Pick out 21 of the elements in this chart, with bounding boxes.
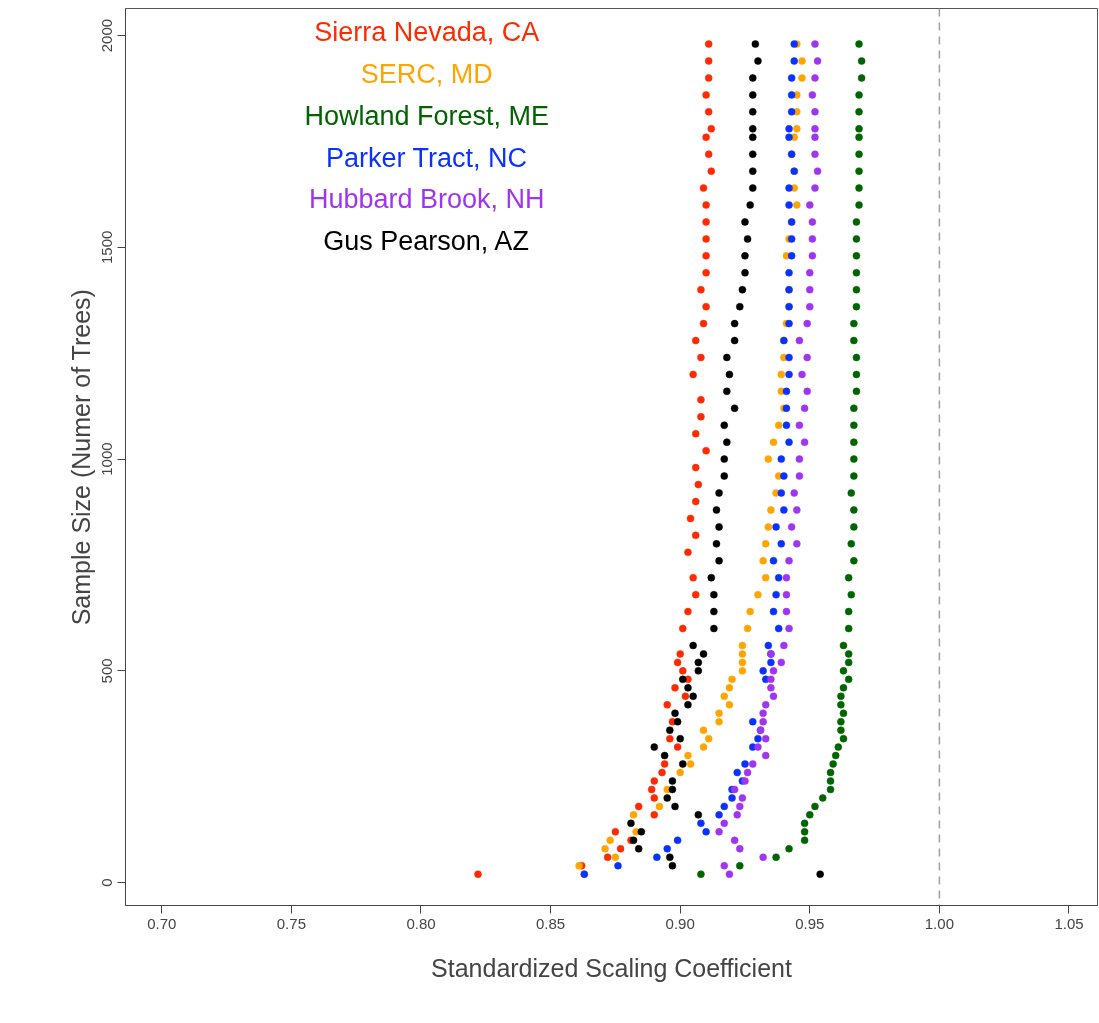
text: Hubbard Brook, NH (309, 184, 545, 215)
x-tick-label: 1.00 (924, 914, 954, 932)
text: Gus Pearson, AZ (323, 226, 529, 257)
text: SERC, MD (360, 59, 493, 90)
x-tick-label: 0.75 (276, 914, 306, 932)
y-axis-title: Sample Size (Numer of Trees) (66, 289, 95, 626)
x-tick-label: 0.80 (406, 914, 436, 932)
x-tick-label: 0.70 (147, 914, 177, 932)
x-axis-title: Standardized Scaling Coefficient (431, 953, 792, 982)
y-tick-label: 2000 (98, 18, 116, 53)
x-tick-label: 0.90 (665, 914, 695, 932)
x-tick-label: 1.05 (1054, 914, 1084, 932)
x-tick-label: 0.95 (795, 914, 825, 932)
y-tick-label: 1500 (98, 230, 116, 265)
text: Sierra Nevada, CA (314, 17, 540, 48)
text: Parker Tract, NC (326, 142, 528, 173)
x-tick-label: 0.85 (535, 914, 566, 932)
text: Howland Forest, ME (304, 100, 550, 131)
y-tick-label: 500 (98, 658, 116, 684)
y-tick-label: 0 (98, 878, 116, 887)
y-tick-label: 1000 (98, 442, 116, 476)
